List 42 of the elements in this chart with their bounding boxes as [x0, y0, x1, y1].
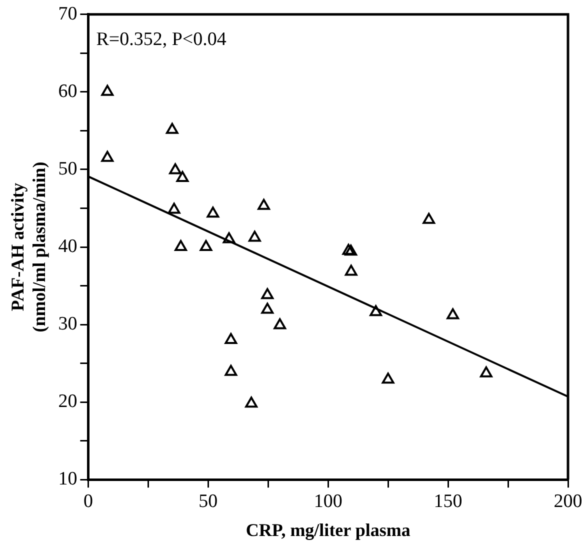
- x-tick-label: 100: [314, 490, 342, 512]
- point: [261, 302, 274, 314]
- point: [248, 230, 261, 242]
- x-tick-label: 0: [83, 490, 93, 512]
- point: [169, 163, 182, 174]
- point: [224, 333, 238, 344]
- y-tick-label: 30: [58, 314, 78, 335]
- point: [480, 366, 492, 378]
- point: [206, 206, 220, 218]
- point: [370, 305, 382, 316]
- text: PAF-AH activity: [7, 182, 28, 312]
- point: [382, 372, 394, 384]
- text: (nmol/ml plasma/min): [29, 162, 50, 332]
- point: [101, 150, 114, 162]
- point: [258, 198, 270, 210]
- point: [176, 170, 189, 182]
- y-tick-label: 50: [58, 158, 78, 180]
- point: [101, 84, 114, 96]
- point: [344, 244, 358, 256]
- point: [174, 240, 187, 251]
- y-tick-label: 40: [58, 236, 78, 257]
- x-tick-label: 150: [434, 490, 462, 512]
- point: [274, 318, 286, 330]
- point: [168, 202, 180, 214]
- y-tick-label: 10: [58, 468, 78, 490]
- point: [245, 396, 258, 408]
- point: [166, 122, 178, 134]
- point: [224, 364, 238, 376]
- point: [261, 288, 274, 300]
- x-tick-label: 50: [198, 490, 218, 512]
- annotation: R=0.352, P<0.04: [96, 28, 227, 50]
- x-axis-title: CRP, mg/liter plasma: [246, 520, 410, 540]
- y-tick-label: 60: [58, 80, 78, 102]
- point: [222, 232, 236, 244]
- y-tick-label: 20: [58, 391, 78, 412]
- point: [422, 212, 436, 224]
- x-tick-label: 200: [554, 490, 582, 512]
- point: [342, 244, 355, 255]
- point: [344, 264, 358, 276]
- point: [200, 240, 212, 251]
- y-tick-label: 70: [58, 3, 78, 24]
- point: [446, 308, 460, 320]
